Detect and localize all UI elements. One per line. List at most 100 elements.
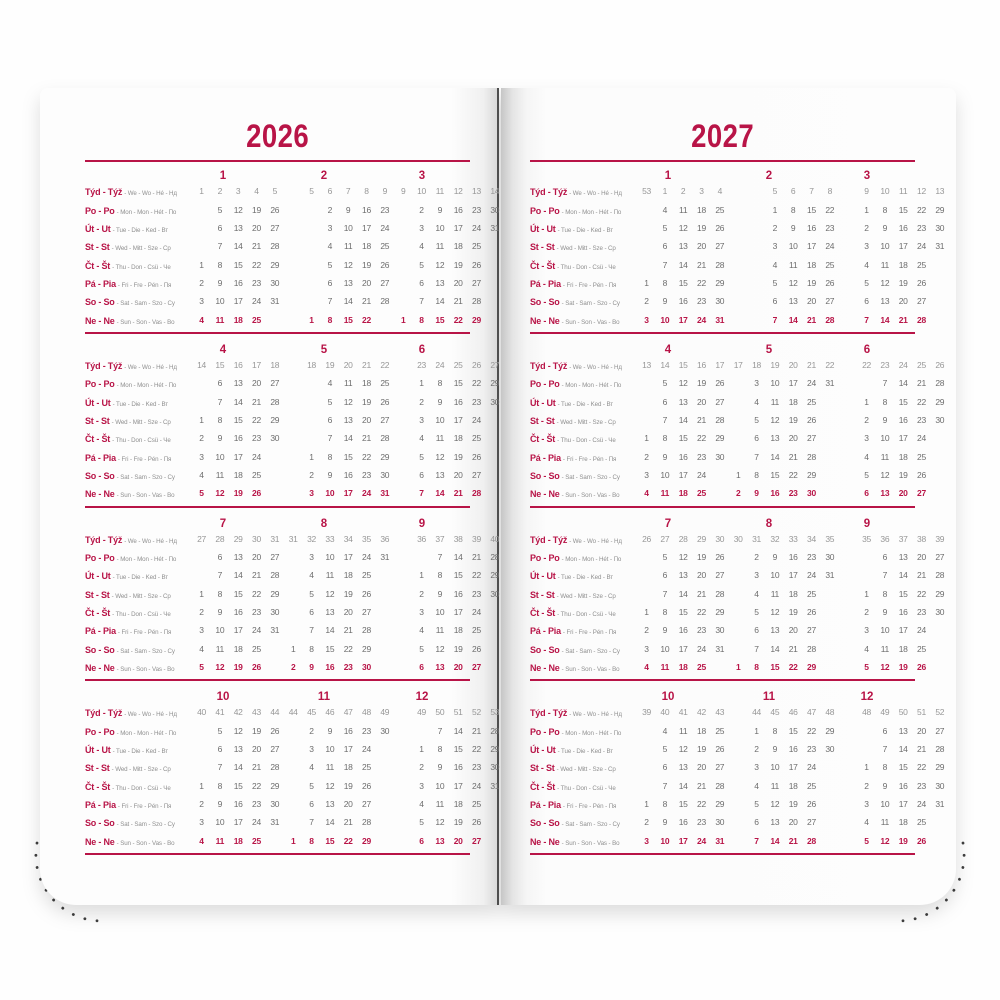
- day-cell: 11: [435, 433, 445, 444]
- day-cell: 13: [880, 488, 890, 499]
- week-cell: 41: [215, 707, 225, 718]
- day-cell: 5: [864, 277, 869, 288]
- day-cell: [747, 205, 765, 215]
- week-cell: [284, 360, 302, 370]
- day-cell: 8: [437, 378, 443, 389]
- month-grid: 2 9 16 23 30: [619, 296, 729, 306]
- week-cell: 52: [935, 707, 945, 718]
- day-cell: [284, 415, 302, 425]
- week-cell: 17: [715, 359, 725, 370]
- day-cell: 20: [697, 396, 706, 407]
- day-cell: [637, 260, 655, 270]
- day-cell: 3: [419, 222, 424, 233]
- day-cell: [302, 241, 320, 251]
- day-cell: 6: [662, 762, 668, 773]
- day-cell: 7: [217, 241, 223, 252]
- day-cell: 7: [754, 835, 759, 846]
- week-cell: 27: [490, 359, 500, 370]
- day-cell: 29: [472, 314, 481, 325]
- day-label-translations: - Fri - Fre - Pén - Пя: [562, 281, 617, 289]
- day-cell: [376, 744, 394, 754]
- day-cell: 8: [772, 725, 778, 736]
- day-cell: [619, 315, 637, 325]
- month-number: 7: [219, 517, 227, 530]
- week-number-row: Týd - Týž - We - Wo - Hé - Нд 53 1 2 3 4 5 6 7 8 9 1…: [530, 182, 945, 200]
- day-cell: 5: [662, 552, 668, 563]
- separator-rule: [85, 505, 470, 508]
- day-cell: 9: [309, 662, 314, 673]
- day-cell: [931, 278, 949, 288]
- day-cell: 8: [437, 570, 443, 581]
- day-cell: 19: [343, 588, 353, 599]
- month-grid: 7 14 21 28: [729, 644, 839, 654]
- day-cell: [729, 570, 747, 580]
- day-label-translations: - Mon - Mon - Hét - По: [561, 382, 622, 390]
- day-cell: 19: [788, 799, 798, 810]
- row-label: Čt - Št - Thu - Don - Csü - Че: [85, 256, 174, 274]
- day-cell: [931, 662, 949, 672]
- week-cell: 22: [862, 359, 871, 370]
- day-cell: 30: [490, 588, 500, 599]
- day-cell: [619, 223, 637, 233]
- day-cell: [637, 397, 655, 407]
- day-cell: 11: [679, 204, 688, 215]
- day-cell: 20: [898, 488, 908, 499]
- day-cell: 1: [644, 433, 649, 444]
- day-cell: 29: [270, 588, 280, 599]
- day-cell: 12: [678, 744, 688, 755]
- week-cell: 31: [270, 533, 280, 544]
- day-cell: 4: [864, 817, 869, 828]
- week-cell: 44: [288, 707, 298, 718]
- day-label-bold: Ne - Ne: [85, 663, 115, 674]
- week-cell: 7: [809, 186, 814, 197]
- day-cell: 26: [715, 378, 725, 389]
- month-grid: 3 10 17 24 31: [174, 296, 284, 306]
- day-cell: 8: [790, 204, 796, 215]
- day-label-translations: - Sun - Son - Vas - Во: [116, 666, 175, 674]
- day-cell: 15: [233, 414, 243, 425]
- day-cell: 26: [472, 451, 481, 462]
- day-cell: 16: [233, 607, 243, 618]
- day-cell: 15: [678, 607, 688, 618]
- day-cell: 14: [325, 817, 335, 828]
- day-cell: [619, 762, 637, 772]
- day-cell: [174, 296, 192, 306]
- week-number-row: Týd - Týž - We - Wo - Hé - Нд 27 28 29 30 31 31…: [85, 530, 500, 548]
- week-cell: 50: [435, 707, 445, 718]
- week-cell: 10: [417, 186, 426, 197]
- day-cell: 26: [715, 744, 725, 755]
- day-cell: 10: [770, 762, 780, 773]
- day-cell: 2: [864, 414, 869, 425]
- day-cell: 31: [380, 488, 390, 499]
- day-cell: 13: [898, 725, 908, 736]
- week-cell: [839, 186, 857, 196]
- day-cell: 19: [453, 817, 463, 828]
- year-title-text: 2027: [691, 118, 754, 154]
- month-grid: 4 11 18 25: [619, 488, 729, 498]
- day-cell: [619, 726, 637, 736]
- day-cell: 2: [419, 396, 424, 407]
- year-rule: [85, 160, 470, 162]
- day-cell: [192, 223, 210, 233]
- day-label-bold: Týd - Týž: [530, 534, 568, 545]
- day-cell: 1: [199, 780, 204, 791]
- day-cell: 25: [252, 835, 261, 846]
- day-cell: [839, 552, 857, 562]
- day-cell: 10: [435, 222, 445, 233]
- day-cell: 24: [252, 817, 261, 828]
- day-label-bold: Po - Po: [85, 379, 115, 390]
- day-label-translations: - Wed - Mitt - Sze - Ср: [111, 766, 171, 774]
- day-cell: 1: [309, 314, 314, 325]
- day-cell: 23: [343, 662, 353, 673]
- day-cell: 20: [362, 414, 371, 425]
- day-cell: [711, 470, 729, 480]
- month-grid: 5 12 19 26: [839, 278, 949, 288]
- day-cell: 17: [807, 241, 816, 252]
- day-cell: 1: [864, 762, 869, 773]
- day-cell: 13: [435, 835, 445, 846]
- month-grid: 3 10 17 24: [839, 433, 949, 443]
- day-cell: 23: [252, 799, 261, 810]
- day-cell: 3: [644, 643, 649, 654]
- day-cell: 30: [825, 552, 835, 563]
- day-cell: 3: [754, 570, 759, 581]
